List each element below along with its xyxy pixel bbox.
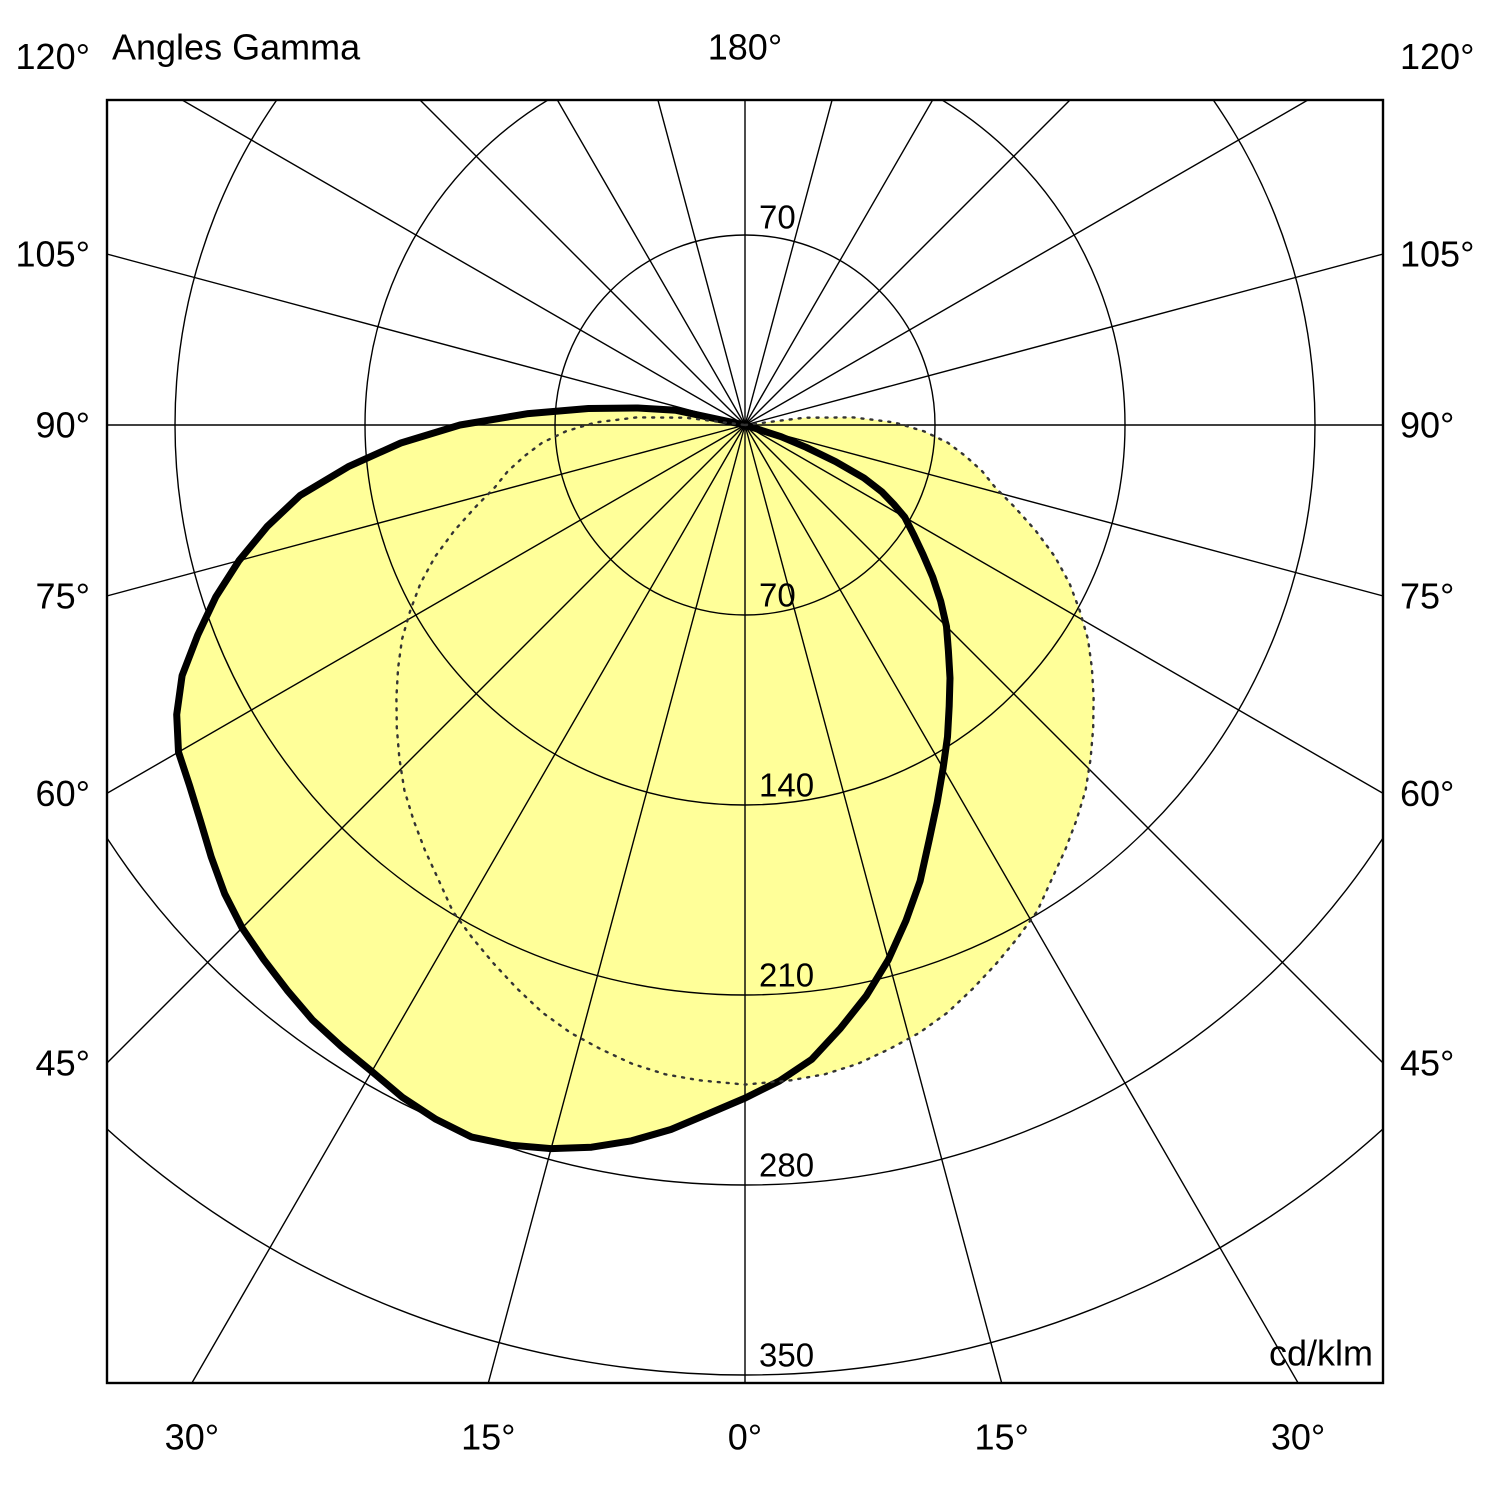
gamma-axis-label-right-90: 90° bbox=[1400, 405, 1454, 446]
polar-grid-ray-105 bbox=[744, 253, 1383, 426]
gamma-axis-label-right-60: 60° bbox=[1400, 773, 1454, 814]
polar-grid-ray-165 bbox=[744, 100, 833, 426]
polar-grid-ray-225 bbox=[419, 100, 746, 426]
solid-curve bbox=[173, 404, 954, 1153]
polar-grid-ray-345 bbox=[487, 424, 746, 1383]
gamma-axis-label-right-45: 45° bbox=[1400, 1043, 1454, 1084]
polar-grid-ray-60 bbox=[744, 424, 1383, 795]
gamma-axis-label-left-90: 90° bbox=[36, 405, 90, 446]
bottom-axis-label-3: 15° bbox=[974, 1417, 1028, 1458]
polar-grid-ray-255 bbox=[107, 253, 746, 426]
gamma-axis-label-left-105: 105° bbox=[16, 234, 90, 275]
gamma-axis-label-right-120: 120° bbox=[1400, 36, 1474, 77]
gamma-axis-label-right-75: 75° bbox=[1400, 575, 1454, 616]
gamma-axis-label-left-60: 60° bbox=[36, 773, 90, 814]
bottom-axis-label-1: 15° bbox=[461, 1417, 515, 1458]
polar-grid-ray-315 bbox=[107, 424, 746, 1064]
radial-tick-label-top-70: 70 bbox=[759, 199, 796, 236]
polar-grid-ray-150 bbox=[744, 100, 934, 426]
polar-grid-ray-30 bbox=[744, 424, 1299, 1383]
curve-fill-layer bbox=[176, 408, 1094, 1149]
curve-layer bbox=[173, 404, 1095, 1153]
polar-grid-ray-135 bbox=[744, 100, 1071, 426]
dotted-curve bbox=[395, 416, 1095, 1086]
top-axis-label: 180° bbox=[708, 27, 782, 68]
diagram-frame bbox=[105, 98, 1385, 1385]
gamma-axis-label-left-45: 45° bbox=[36, 1043, 90, 1084]
polar-grid-ray-75 bbox=[744, 424, 1383, 597]
chart-title: Angles Gamma bbox=[112, 27, 361, 68]
radial-tick-label-280: 280 bbox=[759, 1147, 814, 1184]
bottom-axis-label-2: 0° bbox=[728, 1417, 762, 1458]
radial-tick-label-140: 140 bbox=[759, 767, 814, 804]
unit-label: cd/klm bbox=[1269, 1333, 1373, 1374]
radial-tick-label-210: 210 bbox=[759, 957, 814, 994]
bottom-axis-label-0: 30° bbox=[165, 1417, 219, 1458]
gamma-axis-label-left-120: 120° bbox=[16, 36, 90, 77]
label-layer: Angles Gamma 180° cd/klm 120° 120° 105° 105° 90… bbox=[16, 27, 1475, 1458]
bottom-axis-label-4: 30° bbox=[1271, 1417, 1325, 1458]
polar-grid-ray-195 bbox=[657, 100, 746, 426]
gamma-axis-label-left-75: 75° bbox=[36, 575, 90, 616]
polar-grid-ray-240 bbox=[180, 100, 746, 426]
gamma-axis-label-right-105: 105° bbox=[1400, 234, 1474, 275]
polar-grid-ray-120 bbox=[744, 100, 1310, 426]
polar-grid-ray-210 bbox=[556, 100, 746, 426]
polar-grid-ray-15 bbox=[744, 424, 1003, 1383]
polar-grid-ray-330 bbox=[191, 424, 746, 1383]
polar-grid-ray-300 bbox=[107, 424, 746, 795]
polar-grid-ray-45 bbox=[744, 424, 1383, 1064]
radial-tick-label-350: 350 bbox=[759, 1337, 814, 1374]
radial-tick-label-70: 70 bbox=[759, 577, 796, 614]
